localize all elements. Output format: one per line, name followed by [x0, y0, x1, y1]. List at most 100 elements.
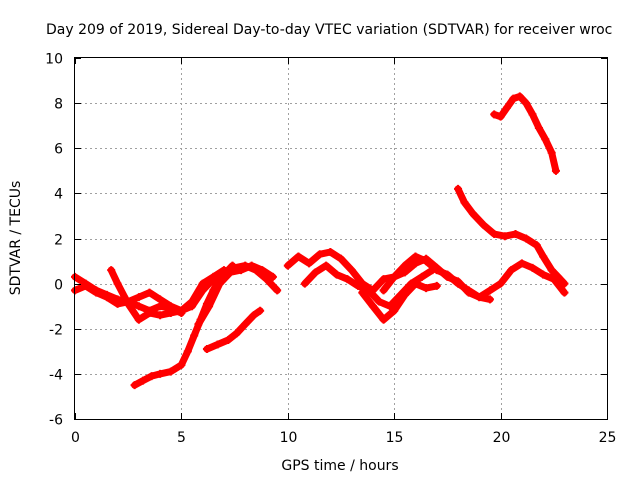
- y-tick-label: 0: [54, 278, 63, 294]
- data-point: [147, 372, 156, 381]
- data-point: [228, 261, 237, 270]
- data-point: [522, 99, 531, 108]
- data-point: [400, 290, 409, 299]
- y-tick-label: 2: [54, 233, 63, 249]
- data-point: [294, 252, 303, 261]
- data-point: [343, 275, 352, 284]
- data-point: [379, 275, 388, 284]
- data-point: [224, 336, 233, 345]
- grid: [75, 58, 607, 419]
- data-point: [145, 288, 154, 297]
- data-point: [273, 286, 282, 295]
- data-point: [145, 308, 154, 317]
- data-point: [268, 272, 277, 281]
- data-point: [560, 279, 569, 288]
- data-point: [475, 293, 484, 302]
- data-point: [411, 279, 420, 288]
- x-tick-label: 10: [280, 430, 298, 446]
- data-point: [177, 360, 186, 369]
- data-point: [256, 306, 265, 315]
- data-point: [156, 311, 165, 320]
- x-axis-label: GPS time / hours: [281, 458, 398, 474]
- data-point: [249, 311, 258, 320]
- y-tick-label: 10: [45, 52, 63, 68]
- data-point: [364, 286, 373, 295]
- data-point: [379, 286, 388, 295]
- data-point: [490, 110, 499, 119]
- data-point: [236, 266, 245, 275]
- data-point: [183, 347, 192, 356]
- y-axis-label: SDTVAR / TECUs: [8, 181, 24, 296]
- data-point: [156, 369, 165, 378]
- x-tick-label: 5: [177, 430, 186, 446]
- data-point: [283, 261, 292, 270]
- data-point: [496, 112, 505, 121]
- data-point: [188, 302, 197, 311]
- data-point: [390, 306, 399, 315]
- data-point: [156, 302, 165, 311]
- data-point: [315, 250, 324, 259]
- data-point: [460, 198, 469, 207]
- data-point: [134, 293, 143, 302]
- data-point: [124, 299, 133, 308]
- y-tick-label: -4: [49, 368, 63, 384]
- data-point: [102, 293, 111, 302]
- x-tick-label: 25: [599, 430, 617, 446]
- data-point: [528, 263, 537, 272]
- data-point: [300, 279, 309, 288]
- data-point: [379, 315, 388, 324]
- data-point: [496, 279, 505, 288]
- data-point: [332, 270, 341, 279]
- data-point: [232, 329, 241, 338]
- data-point: [166, 308, 175, 317]
- data-point: [81, 281, 90, 290]
- data-point: [107, 266, 116, 275]
- data-point: [515, 92, 524, 101]
- data-point: [247, 261, 256, 270]
- data-point: [509, 94, 518, 103]
- data-point: [198, 286, 207, 295]
- data-point: [468, 209, 477, 218]
- data-point: [432, 266, 441, 275]
- data-point: [226, 268, 235, 277]
- data-point: [113, 279, 122, 288]
- data-point: [156, 295, 165, 304]
- data-point: [454, 184, 463, 193]
- data-point: [422, 257, 431, 266]
- data-point: [113, 299, 122, 308]
- data-point: [326, 248, 335, 257]
- data-point: [551, 166, 560, 175]
- data-point: [213, 340, 222, 349]
- data-point: [532, 241, 541, 250]
- data-point: [539, 270, 548, 279]
- data-point: [139, 376, 148, 385]
- data-point: [534, 123, 543, 132]
- data-point: [528, 110, 537, 119]
- data-point: [375, 297, 384, 306]
- series-arc-10: [380, 253, 568, 301]
- data-point: [502, 103, 511, 112]
- data-point: [177, 306, 186, 315]
- y-tick-label: 8: [54, 97, 63, 113]
- data-point: [485, 295, 494, 304]
- series-arc-7: [284, 248, 494, 303]
- data-point: [554, 272, 563, 281]
- data-point: [400, 261, 409, 270]
- x-tick-label: 15: [386, 430, 404, 446]
- y-tick-label: -6: [49, 413, 63, 429]
- data-point: [130, 381, 139, 390]
- ticks: 0 5 10 15 20 25 -6 -4 -2 0 2 4 6 8 10: [45, 52, 616, 447]
- chart-title: Day 209 of 2019, Sidereal Day-to-day VTE…: [46, 22, 612, 38]
- data-point: [541, 135, 550, 144]
- data-point: [432, 281, 441, 290]
- data-point: [454, 279, 463, 288]
- data-point: [560, 288, 569, 297]
- data-point: [443, 270, 452, 279]
- data-point: [215, 279, 224, 288]
- data-point: [517, 259, 526, 268]
- data-point: [205, 302, 214, 311]
- data-point: [358, 288, 367, 297]
- data-point: [194, 320, 203, 329]
- data-point: [134, 302, 143, 311]
